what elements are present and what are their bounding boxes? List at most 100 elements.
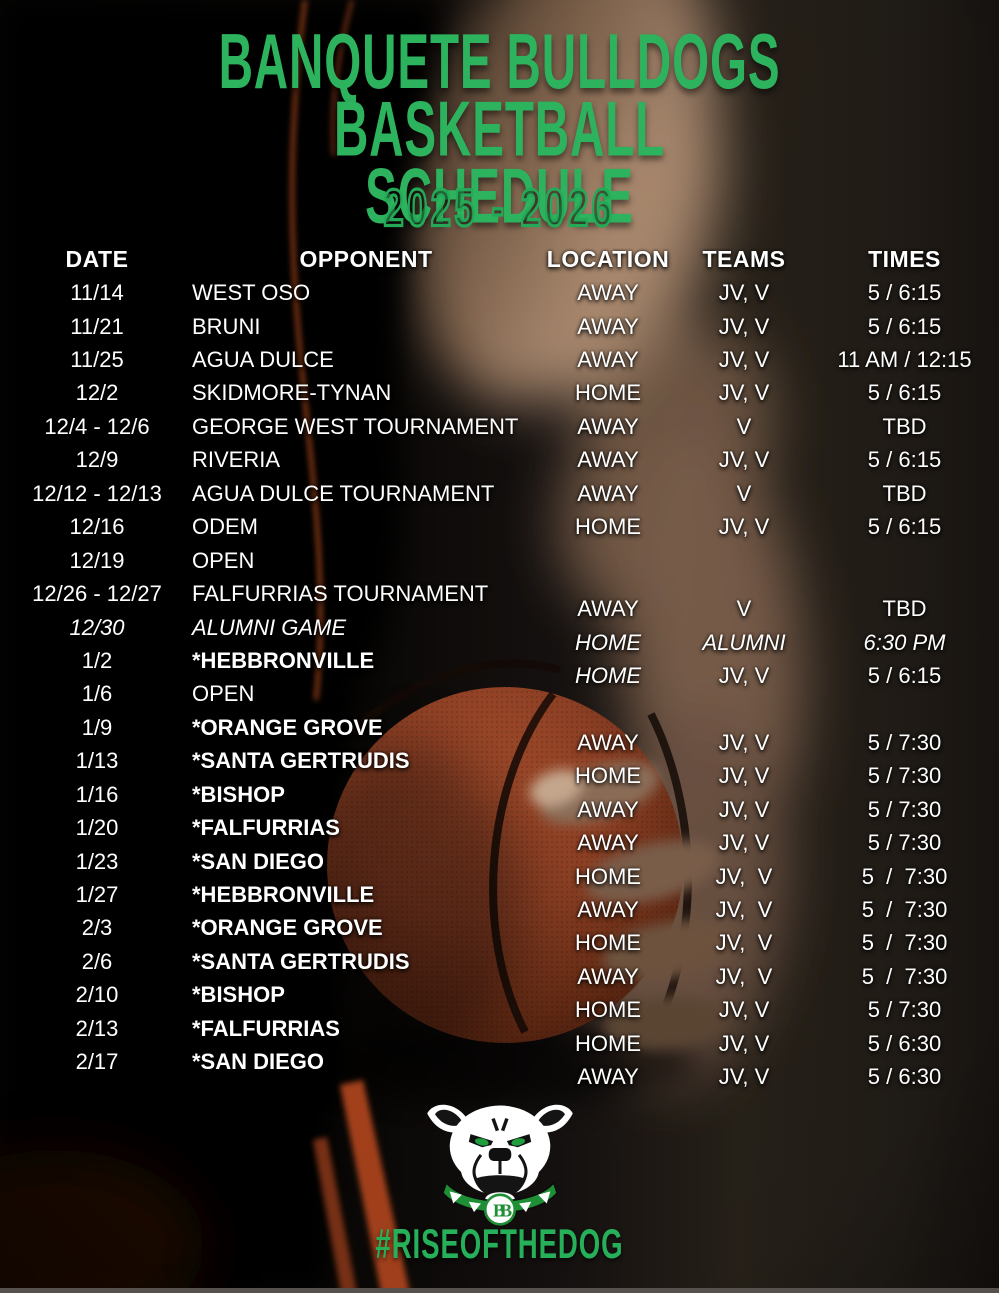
row-cell-times: 5 / 6:15 xyxy=(867,313,942,339)
column-header-date: DATE xyxy=(65,246,129,273)
row-cell-opponent: *ORANGE GROVE xyxy=(192,714,383,740)
row-cell-date: 2/17 xyxy=(75,1049,119,1075)
row-cell-teams: JV, V xyxy=(718,280,770,306)
bulldog-logo: BB xyxy=(412,1096,588,1226)
row-cell-times: TBD xyxy=(882,480,927,506)
row-cell-location: AWAY xyxy=(577,447,639,473)
row-cell-date: 1/6 xyxy=(81,681,113,707)
row-cell-opponent: *ORANGE GROVE xyxy=(192,915,383,941)
row-cell-date: 1/23 xyxy=(75,848,119,874)
row-cell-opponent: *SANTA GERTRUDIS xyxy=(192,948,410,974)
row-cell-opponent: AGUA DULCE TOURNAMENT xyxy=(192,480,495,506)
row-cell-teams: JV, V xyxy=(718,796,770,822)
row-cell-times: 5 / 6:30 xyxy=(867,1030,942,1056)
row-cell-opponent: *SAN DIEGO xyxy=(192,848,325,874)
row-cell-opponent: *SAN DIEGO xyxy=(192,1049,325,1075)
hashtag-text: #RISEOFTHEDOG xyxy=(375,1222,624,1268)
column-header-times: TIMES xyxy=(868,246,941,273)
row-cell-opponent: *SANTA GERTRUDIS xyxy=(192,748,410,774)
bulldog-eye-left-green xyxy=(474,1138,489,1146)
row-cell-location: AWAY xyxy=(577,963,639,989)
row-cell-location: AWAY xyxy=(577,897,639,923)
row-cell-opponent: *HEBBRONVILLE xyxy=(192,882,375,908)
row-cell-opponent: *FALFURRIAS xyxy=(192,815,340,841)
row-cell-teams: JV, V xyxy=(718,514,770,540)
row-cell-times: 5 / 6:15 xyxy=(867,514,942,540)
row-cell-date: 12/12 - 12/13 xyxy=(32,480,162,506)
row-cell-teams: JV, V xyxy=(715,930,773,956)
row-cell-date: 2/3 xyxy=(81,915,113,941)
row-cell-opponent: AGUA DULCE xyxy=(192,347,334,373)
row-cell-teams: JV, V xyxy=(718,447,770,473)
row-cell-date: 11/21 xyxy=(70,313,124,339)
row-cell-times: 5 / 7:30 xyxy=(867,729,942,755)
row-cell-teams: JV, V xyxy=(718,1064,770,1090)
row-cell-opponent: *FALFURRIAS xyxy=(192,1015,340,1041)
row-cell-location: AWAY xyxy=(577,596,639,622)
row-cell-date: 11/25 xyxy=(70,347,124,373)
row-cell-times: 5 / 7:30 xyxy=(867,830,942,856)
schedule-table: DATE OPPONENT LOCATION TEAMS TIMES 11/14… xyxy=(2,243,997,1089)
row-cell-times: TBD xyxy=(882,596,927,622)
bulldog-jowl-lines xyxy=(472,1153,527,1180)
row-cell-opponent: ODEM xyxy=(192,514,258,540)
row-cell-teams: JV, V xyxy=(718,313,770,339)
row-cell-date: 12/26 - 12/27 xyxy=(32,581,162,607)
row-cell-times: 5 / 6:30 xyxy=(867,1064,942,1090)
row-cell-date: 1/9 xyxy=(81,714,113,740)
row-cell-date: 12/16 xyxy=(69,514,125,540)
row-cell-date: 12/30 xyxy=(69,614,125,640)
row-cell-opponent: SKIDMORE-TYNAN xyxy=(192,380,392,406)
row-cell-times: 5 / 7:30 xyxy=(861,930,948,956)
poster-title: BANQUETE BULLDOGS BASKETBALL SCHEDULE xyxy=(75,22,924,240)
row-cell-teams: JV, V xyxy=(718,662,770,688)
row-cell-times: 5 / 7:30 xyxy=(861,863,948,889)
row-cell-teams: ALUMNI xyxy=(702,629,786,655)
row-cell-location: HOME xyxy=(575,930,641,956)
column-header-opponent: OPPONENT xyxy=(299,246,433,273)
row-cell-location: AWAY xyxy=(577,796,639,822)
row-cell-opponent: OPEN xyxy=(192,547,255,573)
row-cell-date: 12/19 xyxy=(69,547,125,573)
row-cell-location: AWAY xyxy=(577,729,639,755)
row-cell-location: AWAY xyxy=(577,1064,639,1090)
row-cell-opponent: *BISHOP xyxy=(192,781,285,807)
column-header-teams: TEAMS xyxy=(702,246,786,273)
row-cell-date: 12/9 xyxy=(75,447,119,473)
row-cell-teams: JV, V xyxy=(718,380,770,406)
bulldog-mouth xyxy=(473,1175,526,1198)
row-cell-teams: V xyxy=(736,596,752,622)
row-cell-opponent: FALFURRIAS TOURNAMENT xyxy=(192,581,489,607)
row-cell-opponent: BRUNI xyxy=(192,313,261,339)
row-cell-location: HOME xyxy=(575,863,641,889)
row-cell-location: HOME xyxy=(575,629,641,655)
row-cell-opponent: ALUMNI GAME xyxy=(192,614,347,640)
row-cell-teams: JV, V xyxy=(715,897,773,923)
row-cell-teams: JV, V xyxy=(718,763,770,789)
row-cell-location: AWAY xyxy=(577,280,639,306)
row-cell-location xyxy=(540,544,676,577)
row-cell-date: 1/16 xyxy=(75,781,119,807)
row-cell-opponent: WEST OSO xyxy=(192,280,311,306)
row-cell-times: 5 / 7:30 xyxy=(861,897,948,923)
row-cell-times: 5 / 6:15 xyxy=(867,380,942,406)
row-cell-opponent: OPEN xyxy=(192,681,255,707)
row-cell-times: 6:30 PM xyxy=(863,629,946,655)
row-cell-date: 1/20 xyxy=(75,815,119,841)
row-cell-date: 2/10 xyxy=(75,982,119,1008)
row-cell-location: HOME xyxy=(575,1030,641,1056)
row-cell-date: 2/6 xyxy=(81,948,113,974)
row-cell-opponent: GEORGE WEST TOURNAMENT xyxy=(192,413,519,439)
title-line-2: SCHEDULE xyxy=(365,151,634,240)
row-cell-date: 12/4 - 12/6 xyxy=(44,413,150,439)
row-cell-times xyxy=(812,544,997,577)
row-cell-date: 12/2 xyxy=(75,380,119,406)
row-cell-location: HOME xyxy=(575,997,641,1023)
row-cell-teams: JV, V xyxy=(718,1030,770,1056)
row-cell-times: 5 / 7:30 xyxy=(867,997,942,1023)
row-cell-times: 11 AM / 12:15 xyxy=(837,347,972,373)
row-cell-location: AWAY xyxy=(577,347,639,373)
